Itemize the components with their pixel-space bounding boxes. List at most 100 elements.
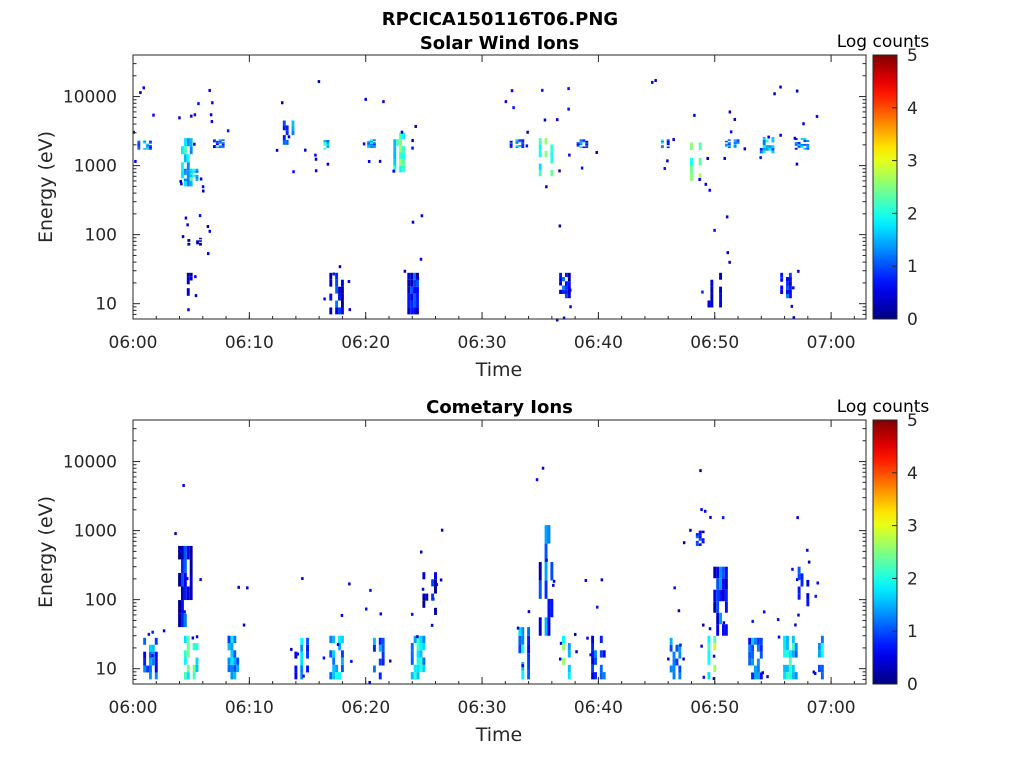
- heatmap-cell: [579, 146, 583, 149]
- heatmap-cell: [733, 146, 737, 149]
- heatmap-cell: [183, 635, 187, 644]
- heatmap-cell: [367, 146, 371, 149]
- heatmap-cell: [233, 635, 237, 644]
- y-tick-label: 1000: [74, 157, 117, 177]
- heatmap-cell: [550, 598, 554, 618]
- heatmap-cell: [791, 643, 795, 651]
- heatmap-cell: [338, 265, 342, 269]
- heatmap-cell: [338, 643, 341, 651]
- heatmap-cell: [736, 140, 740, 143]
- heatmap-cell: [797, 593, 801, 600]
- heatmap-cell: [515, 142, 519, 144]
- heatmap-cell: [562, 277, 565, 282]
- heatmap-cell: [393, 139, 397, 146]
- heatmap-cell: [582, 140, 586, 143]
- heatmap-cell: [544, 543, 548, 563]
- heatmap-cell: [562, 657, 565, 665]
- heatmap-cell: [538, 580, 542, 599]
- data-burst: [364, 588, 392, 684]
- heatmap-cell: [368, 680, 371, 684]
- heatmap-cell: [323, 147, 327, 150]
- heatmap-cell: [666, 146, 670, 149]
- heatmap-cell: [538, 163, 542, 170]
- heatmap-cell: [369, 588, 372, 592]
- heatmap-cell: [338, 293, 341, 301]
- heatmap-cell: [806, 143, 810, 146]
- heatmap-cell: [555, 318, 559, 322]
- heatmap-cell: [178, 572, 181, 587]
- heatmap-cell: [765, 145, 769, 148]
- heatmap-cell: [191, 636, 195, 640]
- heatmap-cell: [759, 637, 763, 645]
- heatmap-cell: [296, 652, 300, 656]
- heatmap-cell: [186, 545, 190, 560]
- data-burst: [143, 629, 166, 680]
- heatmap-cell: [544, 150, 548, 158]
- heatmap-cell: [550, 157, 554, 164]
- heatmap-cell: [326, 162, 330, 166]
- heatmap-cell: [189, 146, 193, 155]
- heatmap-cell: [713, 664, 717, 673]
- heatmap-cell: [189, 170, 193, 173]
- heatmap-cell: [748, 637, 752, 645]
- heatmap-cell: [567, 277, 571, 282]
- heatmap-cell: [515, 145, 519, 147]
- heatmap-cell: [582, 139, 586, 141]
- heatmap-cell: [182, 483, 185, 487]
- heatmap-cell: [226, 129, 230, 133]
- heatmap-cell: [378, 672, 382, 680]
- heatmap-cell: [552, 583, 555, 587]
- heatmap-cell: [544, 138, 548, 145]
- heatmap-cell: [148, 644, 152, 652]
- heatmap-cell: [564, 272, 568, 278]
- heatmap-cell: [582, 146, 586, 149]
- heatmap-cell: [594, 657, 597, 665]
- heatmap-cell: [710, 286, 714, 294]
- heatmap-cell: [707, 300, 711, 308]
- heatmap-cell: [544, 562, 548, 581]
- heatmap-cell: [660, 146, 664, 149]
- heatmap-cell: [419, 550, 423, 554]
- heatmap-cell: [300, 665, 304, 673]
- heatmap-cell: [693, 113, 696, 117]
- heatmap-cell: [306, 665, 309, 673]
- heatmap-cell: [666, 140, 670, 143]
- heatmap-cell: [791, 650, 795, 658]
- heatmap-cell: [381, 651, 385, 659]
- heatmap-cell: [332, 272, 336, 276]
- heatmap-cell: [285, 125, 289, 131]
- x-tick-label: 06:10: [225, 333, 274, 353]
- heatmap-cell: [201, 185, 205, 189]
- heatmap-cell: [314, 169, 318, 173]
- heatmap-cell: [515, 140, 519, 143]
- heatmap-cell: [218, 139, 222, 141]
- heatmap-cell: [771, 136, 775, 140]
- heatmap-cell: [416, 650, 420, 658]
- heatmap-cell: [589, 653, 592, 657]
- heatmap-cell: [338, 635, 341, 644]
- heatmap-cell: [180, 162, 184, 171]
- heatmap-cell: [797, 269, 800, 273]
- heatmap-cell: [202, 189, 205, 193]
- heatmap-cell: [174, 532, 177, 536]
- heatmap-cell: [143, 665, 147, 673]
- heatmap-cell: [701, 530, 705, 534]
- heatmap-cell: [285, 139, 289, 145]
- heatmap-cell: [783, 650, 787, 658]
- heatmap-cell: [148, 651, 152, 659]
- heatmap-cell: [820, 672, 824, 680]
- heatmap-cell: [183, 657, 187, 665]
- heatmap-cell: [187, 308, 190, 312]
- heatmap-cell: [206, 252, 210, 256]
- heatmap-cell: [545, 558, 548, 562]
- heatmap-cell: [562, 643, 565, 651]
- heatmap-cell: [751, 644, 755, 652]
- heatmap-cell: [367, 142, 371, 144]
- heatmap-cell: [727, 146, 731, 149]
- heatmap-cell: [192, 174, 196, 177]
- heatmap-cell: [134, 159, 137, 163]
- heatmap-cell: [350, 659, 353, 663]
- heatmap-cell: [178, 116, 181, 120]
- heatmap-cell: [788, 672, 792, 680]
- data-burst: [584, 578, 606, 680]
